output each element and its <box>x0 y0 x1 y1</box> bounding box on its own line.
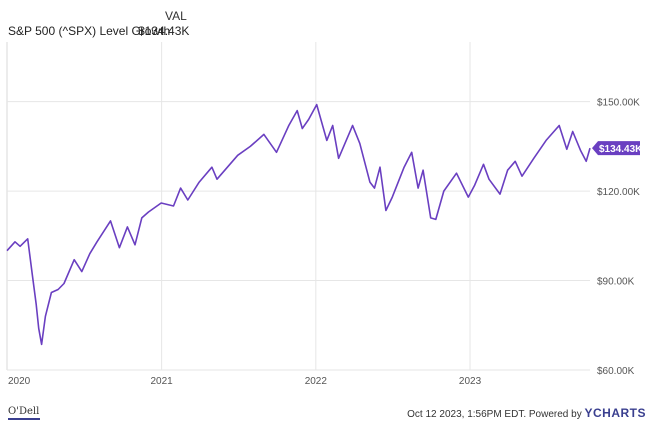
footer-powered-by: Powered by <box>528 409 582 420</box>
ycharts-brand[interactable]: YCHARTS <box>584 406 646 420</box>
y-tick-label: $90.00K <box>597 277 635 288</box>
x-tick-label: 2021 <box>150 376 173 387</box>
end-value-flag <box>592 141 640 156</box>
x-tick-label: 2022 <box>305 376 328 387</box>
odell-logo: O'Dell <box>8 407 40 420</box>
x-tick-label: 2023 <box>459 376 482 387</box>
y-tick-label: $120.00K <box>597 187 640 198</box>
logo-bar <box>8 418 40 420</box>
footer-timestamp: Oct 12 2023, 1:56PM EDT. <box>407 409 527 420</box>
footer-credit: Oct 12 2023, 1:56PM EDT. Powered by YCHA… <box>407 406 646 420</box>
value-column-header: VAL <box>165 9 187 23</box>
logo-text: O'Dell <box>8 406 40 417</box>
series-legend-value: $134.43K <box>138 24 190 38</box>
end-value-label: $134.43K <box>599 144 643 155</box>
series-legend-label: S&P 500 (^SPX) Level Growth <box>8 24 171 38</box>
y-tick-label: $60.00K <box>597 366 635 377</box>
x-tick-label: 2020 <box>8 376 31 387</box>
y-tick-label: $150.00K <box>597 98 640 109</box>
series-line-spx <box>6 103 591 346</box>
